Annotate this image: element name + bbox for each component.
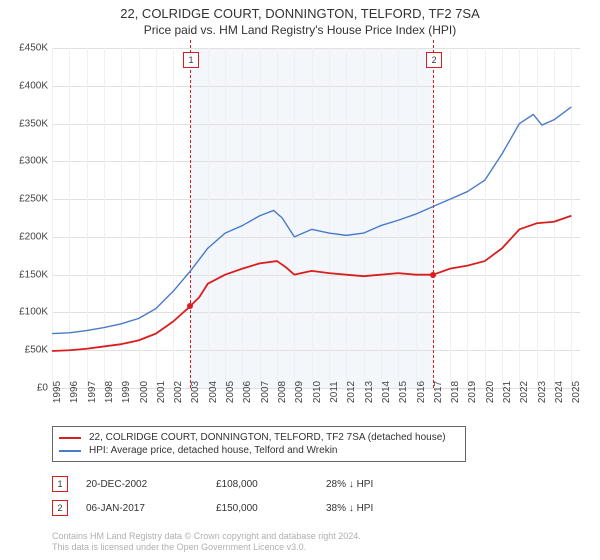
title-main: 22, COLRIDGE COURT, DONNINGTON, TELFORD,… bbox=[0, 6, 600, 21]
chart-container: 22, COLRIDGE COURT, DONNINGTON, TELFORD,… bbox=[0, 0, 600, 560]
chart-plot: £0£50K£100K£150K£200K£250K£300K£350K£400… bbox=[52, 48, 580, 388]
title-sub: Price paid vs. HM Land Registry's House … bbox=[0, 23, 600, 37]
attribution: Contains HM Land Registry data © Crown c… bbox=[52, 531, 361, 554]
attribution-line1: Contains HM Land Registry data © Crown c… bbox=[52, 531, 361, 543]
attribution-line2: This data is licensed under the Open Gov… bbox=[52, 542, 361, 554]
sale-pct: 28% ↓ HPI bbox=[326, 479, 446, 490]
sale-date: 06-JAN-2017 bbox=[86, 503, 216, 514]
y-tick-label: £300K bbox=[4, 156, 48, 167]
sale-pct: 38% ↓ HPI bbox=[326, 503, 446, 514]
y-tick-label: £100K bbox=[4, 307, 48, 318]
y-tick-label: £50K bbox=[4, 345, 48, 356]
y-tick-label: £150K bbox=[4, 269, 48, 280]
legend-swatch bbox=[59, 450, 81, 452]
series-svg bbox=[52, 48, 580, 388]
sale-dot-2 bbox=[430, 272, 436, 278]
series-property bbox=[52, 216, 571, 351]
sale-price: £150,000 bbox=[216, 503, 326, 514]
legend-label: 22, COLRIDGE COURT, DONNINGTON, TELFORD,… bbox=[89, 432, 446, 443]
y-tick-label: £0 bbox=[4, 383, 48, 394]
legend-swatch bbox=[59, 437, 81, 439]
legend: 22, COLRIDGE COURT, DONNINGTON, TELFORD,… bbox=[52, 426, 466, 462]
y-tick-label: £400K bbox=[4, 80, 48, 91]
sale-row: 1 20-DEC-2002£108,00028% ↓ HPI bbox=[52, 476, 446, 492]
titles: 22, COLRIDGE COURT, DONNINGTON, TELFORD,… bbox=[0, 0, 600, 37]
y-tick-label: £450K bbox=[4, 43, 48, 54]
sale-date: 20-DEC-2002 bbox=[86, 479, 216, 490]
y-tick-label: £200K bbox=[4, 231, 48, 242]
y-tick-label: £350K bbox=[4, 118, 48, 129]
sale-row: 2 06-JAN-2017£150,00038% ↓ HPI bbox=[52, 500, 446, 516]
sale-dot-1 bbox=[187, 303, 193, 309]
sale-price: £108,000 bbox=[216, 479, 326, 490]
legend-row: HPI: Average price, detached house, Telf… bbox=[59, 444, 459, 457]
y-tick-label: £250K bbox=[4, 194, 48, 205]
sale-row-marker: 2 bbox=[52, 500, 68, 516]
legend-row: 22, COLRIDGE COURT, DONNINGTON, TELFORD,… bbox=[59, 431, 459, 444]
sale-row-marker: 1 bbox=[52, 476, 68, 492]
sales-table: 1 20-DEC-2002£108,00028% ↓ HPI 2 06-JAN-201… bbox=[52, 468, 446, 516]
series-hpi bbox=[52, 107, 571, 334]
legend-label: HPI: Average price, detached house, Telf… bbox=[89, 445, 338, 456]
